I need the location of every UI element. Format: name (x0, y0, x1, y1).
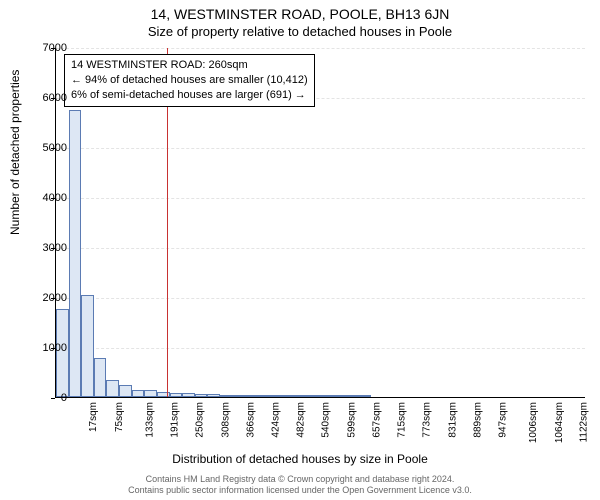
histogram-bar (258, 395, 271, 397)
gridline (56, 48, 585, 49)
y-tick-label: 7000 (27, 42, 67, 54)
y-tick-label: 6000 (27, 92, 67, 104)
footer-line-2: Contains public sector information licen… (0, 485, 600, 496)
y-tick-mark (51, 148, 55, 149)
x-tick-label: 1064sqm (554, 402, 565, 443)
y-tick-mark (51, 48, 55, 49)
y-tick-label: 1000 (27, 342, 67, 354)
plot-area: 14 WESTMINSTER ROAD: 260sqm← 94% of deta… (55, 48, 585, 398)
histogram-bar (346, 395, 359, 397)
histogram-bar (245, 395, 258, 397)
histogram-bar (170, 393, 183, 398)
x-tick-label: 715sqm (397, 402, 408, 438)
x-tick-label: 599sqm (346, 402, 357, 438)
x-tick-label: 75sqm (114, 402, 125, 432)
histogram-bar (144, 390, 157, 397)
y-tick-label: 2000 (27, 292, 67, 304)
chart-subtitle: Size of property relative to detached ho… (0, 24, 600, 39)
gridline (56, 148, 585, 149)
gridline (56, 298, 585, 299)
x-tick-label: 191sqm (170, 402, 181, 438)
y-tick-mark (51, 198, 55, 199)
x-tick-label: 947sqm (498, 402, 509, 438)
y-tick-label: 4000 (27, 192, 67, 204)
x-tick-label: 1006sqm (528, 402, 539, 443)
histogram-bar (207, 394, 220, 397)
gridline (56, 348, 585, 349)
annotation-line: ← 94% of detached houses are smaller (10… (71, 73, 308, 88)
histogram-bar (334, 395, 347, 397)
x-tick-label: 424sqm (271, 402, 282, 438)
x-tick-label: 889sqm (472, 402, 483, 438)
gridline (56, 248, 585, 249)
x-tick-label: 540sqm (321, 402, 332, 438)
gridline (56, 198, 585, 199)
histogram-bar (283, 395, 296, 397)
histogram-bar (182, 393, 195, 397)
y-tick-mark (51, 398, 55, 399)
histogram-bar (195, 394, 208, 397)
x-tick-label: 366sqm (245, 402, 256, 438)
histogram-bar (321, 395, 334, 397)
histogram-bar (94, 358, 107, 397)
y-tick-label: 0 (27, 392, 67, 404)
y-tick-mark (51, 248, 55, 249)
annotation-line: 14 WESTMINSTER ROAD: 260sqm (71, 58, 308, 73)
y-tick-label: 3000 (27, 242, 67, 254)
histogram-bar (119, 385, 132, 397)
y-axis-label: Number of detached properties (8, 70, 22, 235)
histogram-bar (106, 380, 119, 397)
x-tick-label: 133sqm (144, 402, 155, 438)
histogram-bar (308, 395, 321, 397)
histogram-chart: 14, WESTMINSTER ROAD, POOLE, BH13 6JN Si… (0, 0, 600, 500)
x-tick-label: 250sqm (195, 402, 206, 438)
attribution-footer: Contains HM Land Registry data © Crown c… (0, 474, 600, 497)
histogram-bar (271, 395, 284, 397)
x-axis-label: Distribution of detached houses by size … (0, 452, 600, 466)
histogram-bar (233, 395, 246, 397)
y-tick-mark (51, 348, 55, 349)
x-tick-label: 773sqm (422, 402, 433, 438)
x-tick-label: 482sqm (296, 402, 307, 438)
x-tick-label: 657sqm (372, 402, 383, 438)
x-tick-label: 1122sqm (578, 402, 589, 442)
x-tick-label: 308sqm (220, 402, 231, 438)
histogram-bar (359, 395, 372, 397)
footer-line-1: Contains HM Land Registry data © Crown c… (0, 474, 600, 485)
chart-title-address: 14, WESTMINSTER ROAD, POOLE, BH13 6JN (0, 6, 600, 22)
histogram-bar (69, 110, 82, 397)
y-tick-label: 5000 (27, 142, 67, 154)
histogram-bar (132, 390, 145, 398)
histogram-bar (220, 395, 233, 397)
annotation-line: 6% of semi-detached houses are larger (6… (71, 88, 308, 103)
annotation-box: 14 WESTMINSTER ROAD: 260sqm← 94% of deta… (64, 54, 315, 107)
x-tick-label: 17sqm (88, 402, 99, 432)
y-tick-mark (51, 298, 55, 299)
histogram-bar (81, 295, 94, 398)
x-tick-label: 831sqm (447, 402, 458, 438)
y-tick-mark (51, 98, 55, 99)
histogram-bar (296, 395, 309, 397)
